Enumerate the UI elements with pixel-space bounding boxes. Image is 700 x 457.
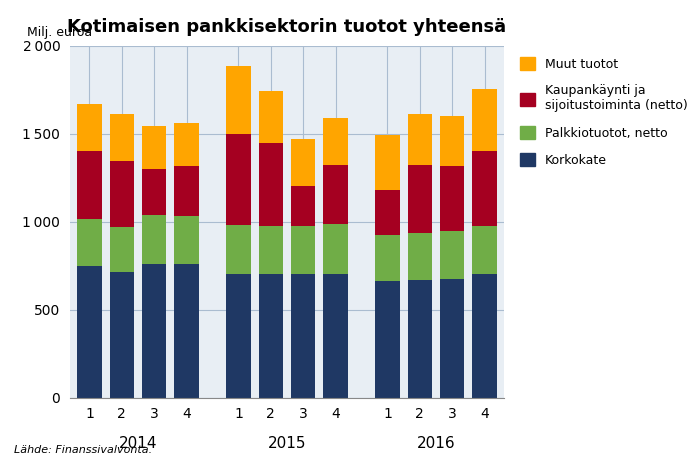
Bar xyxy=(291,274,315,398)
Bar xyxy=(407,165,432,233)
Bar xyxy=(110,114,134,161)
Text: 2014: 2014 xyxy=(119,436,158,452)
Bar xyxy=(174,264,199,398)
Bar xyxy=(407,114,432,165)
Bar xyxy=(440,116,464,166)
Bar xyxy=(323,165,348,224)
Bar xyxy=(110,161,134,227)
Bar xyxy=(407,280,432,398)
Legend: Muut tuotot, Kaupankäynti ja
sijoitustoiminta (netto), Palkkiotuotot, netto, Kor: Muut tuotot, Kaupankäynti ja sijoitustoi… xyxy=(514,52,692,172)
Bar xyxy=(259,90,283,143)
Bar xyxy=(226,134,251,225)
Bar xyxy=(174,123,199,166)
Bar xyxy=(375,235,400,282)
Bar xyxy=(323,118,348,165)
Bar xyxy=(77,266,102,398)
Bar xyxy=(291,226,315,274)
Bar xyxy=(473,274,497,398)
Title: Kotimaisen pankkisektorin tuotot yhteensä: Kotimaisen pankkisektorin tuotot yhteens… xyxy=(67,18,507,36)
Bar xyxy=(323,274,348,398)
Bar xyxy=(375,190,400,235)
Bar xyxy=(259,226,283,274)
Bar xyxy=(77,104,102,151)
Bar xyxy=(110,272,134,398)
Bar xyxy=(174,216,199,264)
Text: 2015: 2015 xyxy=(267,436,307,452)
Bar xyxy=(473,151,497,226)
Bar xyxy=(375,282,400,398)
Bar xyxy=(375,134,400,190)
Bar xyxy=(473,89,497,151)
Text: Milj. euroa: Milj. euroa xyxy=(27,26,92,39)
Bar xyxy=(226,66,251,134)
Bar xyxy=(259,143,283,226)
Bar xyxy=(142,216,167,264)
Bar xyxy=(440,231,464,279)
Bar xyxy=(291,186,315,226)
Bar xyxy=(473,226,497,274)
Bar xyxy=(142,264,167,398)
Bar xyxy=(77,219,102,266)
Text: Lähde: Finanssivalvonta.: Lähde: Finanssivalvonta. xyxy=(14,445,152,455)
Bar xyxy=(407,233,432,280)
Bar xyxy=(440,166,464,231)
Bar xyxy=(77,151,102,219)
Bar xyxy=(142,126,167,169)
Text: 2016: 2016 xyxy=(416,436,455,452)
Bar xyxy=(142,169,167,216)
Bar xyxy=(110,227,134,272)
Bar xyxy=(174,166,199,216)
Bar xyxy=(259,274,283,398)
Bar xyxy=(291,139,315,186)
Bar xyxy=(226,274,251,398)
Bar xyxy=(440,279,464,398)
Bar xyxy=(323,224,348,274)
Bar xyxy=(226,225,251,274)
